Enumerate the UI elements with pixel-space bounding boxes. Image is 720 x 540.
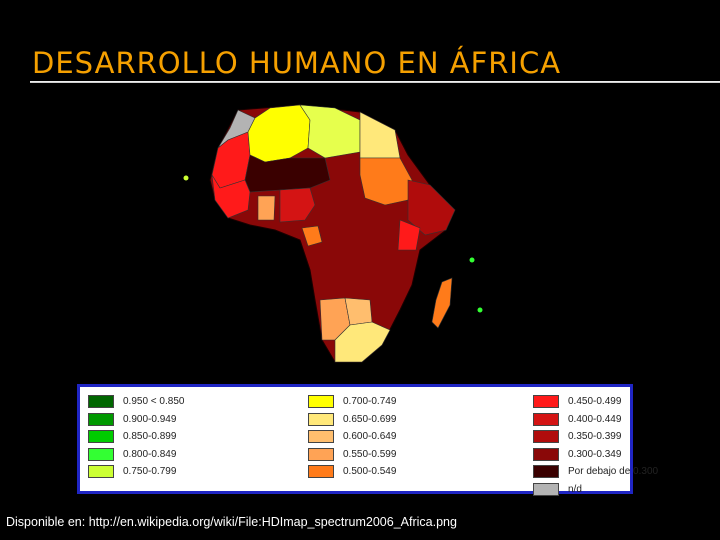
legend-swatch	[308, 447, 334, 461]
legend-column-2: 0.700-0.749 0.650-0.699 0.600-0.649 0.550-0…	[308, 393, 396, 481]
title-underline	[30, 81, 720, 83]
legend-swatch	[88, 447, 114, 461]
legend-item: 0.900-0.949	[88, 411, 184, 429]
legend-swatch	[533, 482, 559, 496]
legend-swatch	[88, 465, 114, 479]
legend-item: 0.750-0.799	[88, 463, 184, 481]
legend-label: 0.500-0.549	[343, 466, 397, 478]
slide-title: DESARROLLO HUMANO EN ÁFRICA	[32, 46, 562, 80]
legend-label: 0.450-0.499	[568, 396, 622, 408]
legend-swatch	[88, 430, 114, 444]
map-legend: 0.950 < 0.850 0.900-0.949 0.850-0.899 0.800…	[77, 384, 658, 496]
legend-item: 0.350-0.399	[533, 428, 658, 446]
legend-label: Por debajo de 0.300	[568, 466, 659, 478]
legend-item: 0.600-0.649	[308, 428, 396, 446]
legend-label: 0.650-0.699	[343, 413, 397, 425]
region-horn	[407, 179, 456, 236]
source-caption: Disponible en: http://en.wikipedia.org/w…	[6, 515, 457, 529]
region-madagascar	[431, 277, 453, 329]
legend-label: 0.950 < 0.850	[123, 396, 185, 408]
legend-swatch	[533, 465, 559, 479]
region-nigeria	[279, 187, 316, 223]
legend-item: 0.400-0.449	[533, 411, 658, 429]
island-cape-verde	[183, 175, 189, 181]
legend-item: 0.700-0.749	[308, 393, 396, 411]
region-ghana	[257, 195, 276, 221]
island-mauritius	[477, 307, 483, 313]
legend-item: 0.650-0.699	[308, 411, 396, 429]
region-sudan	[359, 157, 413, 206]
legend-label: 0.600-0.649	[343, 431, 397, 443]
region-west-coast	[211, 174, 251, 219]
legend-swatch	[533, 412, 559, 426]
legend-column-1: 0.950 < 0.850 0.900-0.949 0.850-0.899 0.800…	[88, 393, 184, 481]
legend-item: 0.800-0.849	[88, 446, 184, 464]
legend-swatch	[308, 430, 334, 444]
region-gabon	[301, 225, 323, 247]
legend-item: 0.850-0.899	[88, 428, 184, 446]
legend-item: 0.950 < 0.850	[88, 393, 184, 411]
legend-label: 0.700-0.749	[343, 396, 397, 408]
legend-item: 0.500-0.549	[308, 463, 396, 481]
region-egypt	[359, 111, 401, 159]
legend-swatch	[533, 430, 559, 444]
legend-label: n/d	[568, 483, 582, 495]
africa-hdi-map	[150, 100, 510, 380]
caption-prefix: Disponible en:	[6, 515, 89, 529]
legend-swatch	[533, 447, 559, 461]
legend-swatch	[308, 395, 334, 409]
legend-swatch	[308, 465, 334, 479]
region-mauritania	[211, 131, 251, 189]
legend-item: 0.550-0.599	[308, 446, 396, 464]
region-south-africa	[334, 321, 391, 363]
legend-label: 0.550-0.599	[343, 448, 397, 460]
legend-item: n/d	[533, 481, 658, 499]
legend-item: 0.450-0.499	[533, 393, 658, 411]
legend-label: 0.350-0.399	[568, 431, 622, 443]
legend-swatch	[88, 395, 114, 409]
region-kenya	[397, 219, 421, 251]
legend-label: 0.900-0.949	[123, 413, 177, 425]
legend-column-3: 0.450-0.499 0.400-0.449 0.350-0.399 0.300-0…	[533, 393, 658, 498]
legend-item: Por debajo de 0.300	[533, 463, 658, 481]
legend-label: 0.400-0.449	[568, 413, 622, 425]
africa-map-svg	[183, 104, 483, 363]
legend-label: 0.750-0.799	[123, 466, 177, 478]
legend-item: 0.300-0.349	[533, 446, 658, 464]
legend-label: 0.300-0.349	[568, 448, 622, 460]
source-link[interactable]: http://en.wikipedia.org/wiki/File:HDImap…	[88, 515, 457, 529]
island-seychelles	[469, 257, 475, 263]
region-botswana	[344, 297, 373, 326]
legend-swatch	[88, 412, 114, 426]
legend-swatch	[533, 395, 559, 409]
legend-label: 0.850-0.899	[123, 431, 177, 443]
legend-label: 0.800-0.849	[123, 448, 177, 460]
legend-swatch	[308, 412, 334, 426]
